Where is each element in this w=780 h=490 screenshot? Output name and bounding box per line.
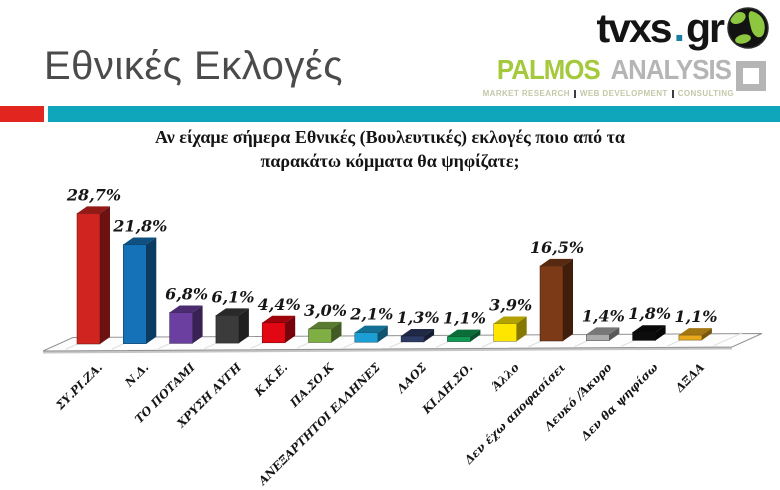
bar-value-label-8: 1,1% <box>443 309 486 328</box>
tvxs-logo-text: tvxs <box>596 4 673 51</box>
globe-icon <box>726 6 770 50</box>
bar-value-label-3: 6,1% <box>211 287 254 306</box>
palmos-logo-secondary: ANALYSIS <box>610 54 731 85</box>
bar-column-2 <box>169 312 193 344</box>
tagline-separator <box>573 89 576 98</box>
bar-top-4 <box>262 315 296 323</box>
bar-value-label-6: 2,1% <box>349 305 393 324</box>
tagline-separator <box>671 89 674 98</box>
chart-title-line-2: παρακάτω κόμματα θα ψηφίζατε; <box>260 151 520 171</box>
floor-gridline <box>713 332 743 347</box>
bar-side-0 <box>100 206 110 344</box>
tagline-market-research: MARKET RESEARCH <box>482 89 570 98</box>
page-title: Εθνικές Εκλογές <box>44 44 343 88</box>
bar-top-11 <box>586 327 620 335</box>
bar-top-12 <box>632 325 666 333</box>
bar-top-0 <box>77 206 110 214</box>
bar-side-1 <box>146 237 157 344</box>
bar-value-label-12: 1,8% <box>628 304 671 323</box>
bar-value-label-4: 4,4% <box>258 295 301 314</box>
bar-top-1 <box>123 237 157 245</box>
bar-column-8 <box>447 336 471 342</box>
bar-side-6 <box>377 325 388 343</box>
divider-teal-bar <box>48 106 780 122</box>
chart-floor-edge <box>43 347 732 354</box>
bar-column-11 <box>586 334 610 341</box>
bar-value-label-2: 6,8% <box>165 284 208 303</box>
bar-side-9 <box>516 316 527 342</box>
bar-column-1 <box>123 244 147 344</box>
bar-side-3 <box>238 308 249 344</box>
tagline-web-development: WEB DEVELOPMENT <box>579 89 668 98</box>
bar-value-label-11: 1,4% <box>582 306 625 325</box>
bar-top-10 <box>540 258 573 266</box>
bar-category-label-12: Δεν θα ψηφίσω <box>577 360 660 443</box>
bar-category-label-4: Κ.Κ.Ε. <box>251 360 290 399</box>
bar-column-3 <box>215 315 240 344</box>
bar-side-8 <box>470 329 481 342</box>
bar-value-label-0: 28,7% <box>66 185 121 204</box>
bar-top-9 <box>493 316 527 324</box>
palmos-logo-primary: PALMOS <box>497 54 601 85</box>
bar-category-label-9: Άλλο <box>488 360 522 394</box>
chart-title-line-1: Αν είχαμε σήμερα Εθνικές (Βουλευτικές) ε… <box>155 127 625 147</box>
bar-top-3 <box>215 308 249 316</box>
palmos-logo: PALMOS ANALYSIS MARKET RESEARCH WEB DEVE… <box>483 55 766 98</box>
bar-column-7 <box>400 335 425 343</box>
bar-column-4 <box>261 322 286 344</box>
bar-top-6 <box>354 325 388 333</box>
bar-top-8 <box>447 329 481 337</box>
bar-side-11 <box>609 327 620 341</box>
bar-side-7 <box>424 328 435 342</box>
bar-top-7 <box>401 328 435 336</box>
bar-side-10 <box>563 258 573 341</box>
bar-value-label-1: 21,8% <box>112 217 167 236</box>
bar-value-label-10: 16,5% <box>530 238 584 257</box>
bar-column-12 <box>632 331 656 341</box>
bar-category-label-13: ΔΞΔΑ <box>672 360 707 395</box>
palmos-square-icon <box>736 61 766 91</box>
bar-category-label-7: ΛΑΟΣ <box>393 360 430 397</box>
bar-column-13 <box>678 334 703 341</box>
bar-value-label-13: 1,1% <box>674 307 717 326</box>
chart-title: Αν είχαμε σήμερα Εθνικές (Βουλευτικές) ε… <box>60 125 720 173</box>
tvxs-logo-dot: . <box>673 4 685 50</box>
tagline-consulting: CONSULTING <box>677 89 734 98</box>
bar-side-2 <box>192 305 203 344</box>
bar-value-label-9: 3,9% <box>489 296 532 315</box>
bar-top-5 <box>308 321 342 329</box>
bar-side-5 <box>331 321 342 343</box>
bar-side-4 <box>285 315 296 343</box>
bar-column-10 <box>539 265 564 342</box>
bar-column-6 <box>354 332 379 343</box>
bar-value-label-5: 3,0% <box>304 301 347 320</box>
bar-value-label-7: 1,3% <box>397 308 440 327</box>
tvxs-logo-text-2: gr <box>686 4 725 51</box>
bar-category-label-1: Ν.Δ. <box>121 360 151 390</box>
bar-category-label-0: ΣΥ.ΡΙ.ΖΑ. <box>52 360 105 413</box>
palmos-tagline: MARKET RESEARCH WEB DEVELOPMENT CONSULTI… <box>483 89 734 98</box>
bar-top-13 <box>678 328 712 336</box>
bar-column-9 <box>493 323 517 342</box>
bar-column-0 <box>76 213 101 345</box>
bar-side-12 <box>655 325 666 341</box>
bar-top-2 <box>169 305 203 313</box>
tvxs-logo: tvxs . gr <box>597 4 770 51</box>
bar-column-5 <box>308 328 332 343</box>
divider-red-bar <box>0 106 44 122</box>
bar-side-13 <box>701 328 712 341</box>
